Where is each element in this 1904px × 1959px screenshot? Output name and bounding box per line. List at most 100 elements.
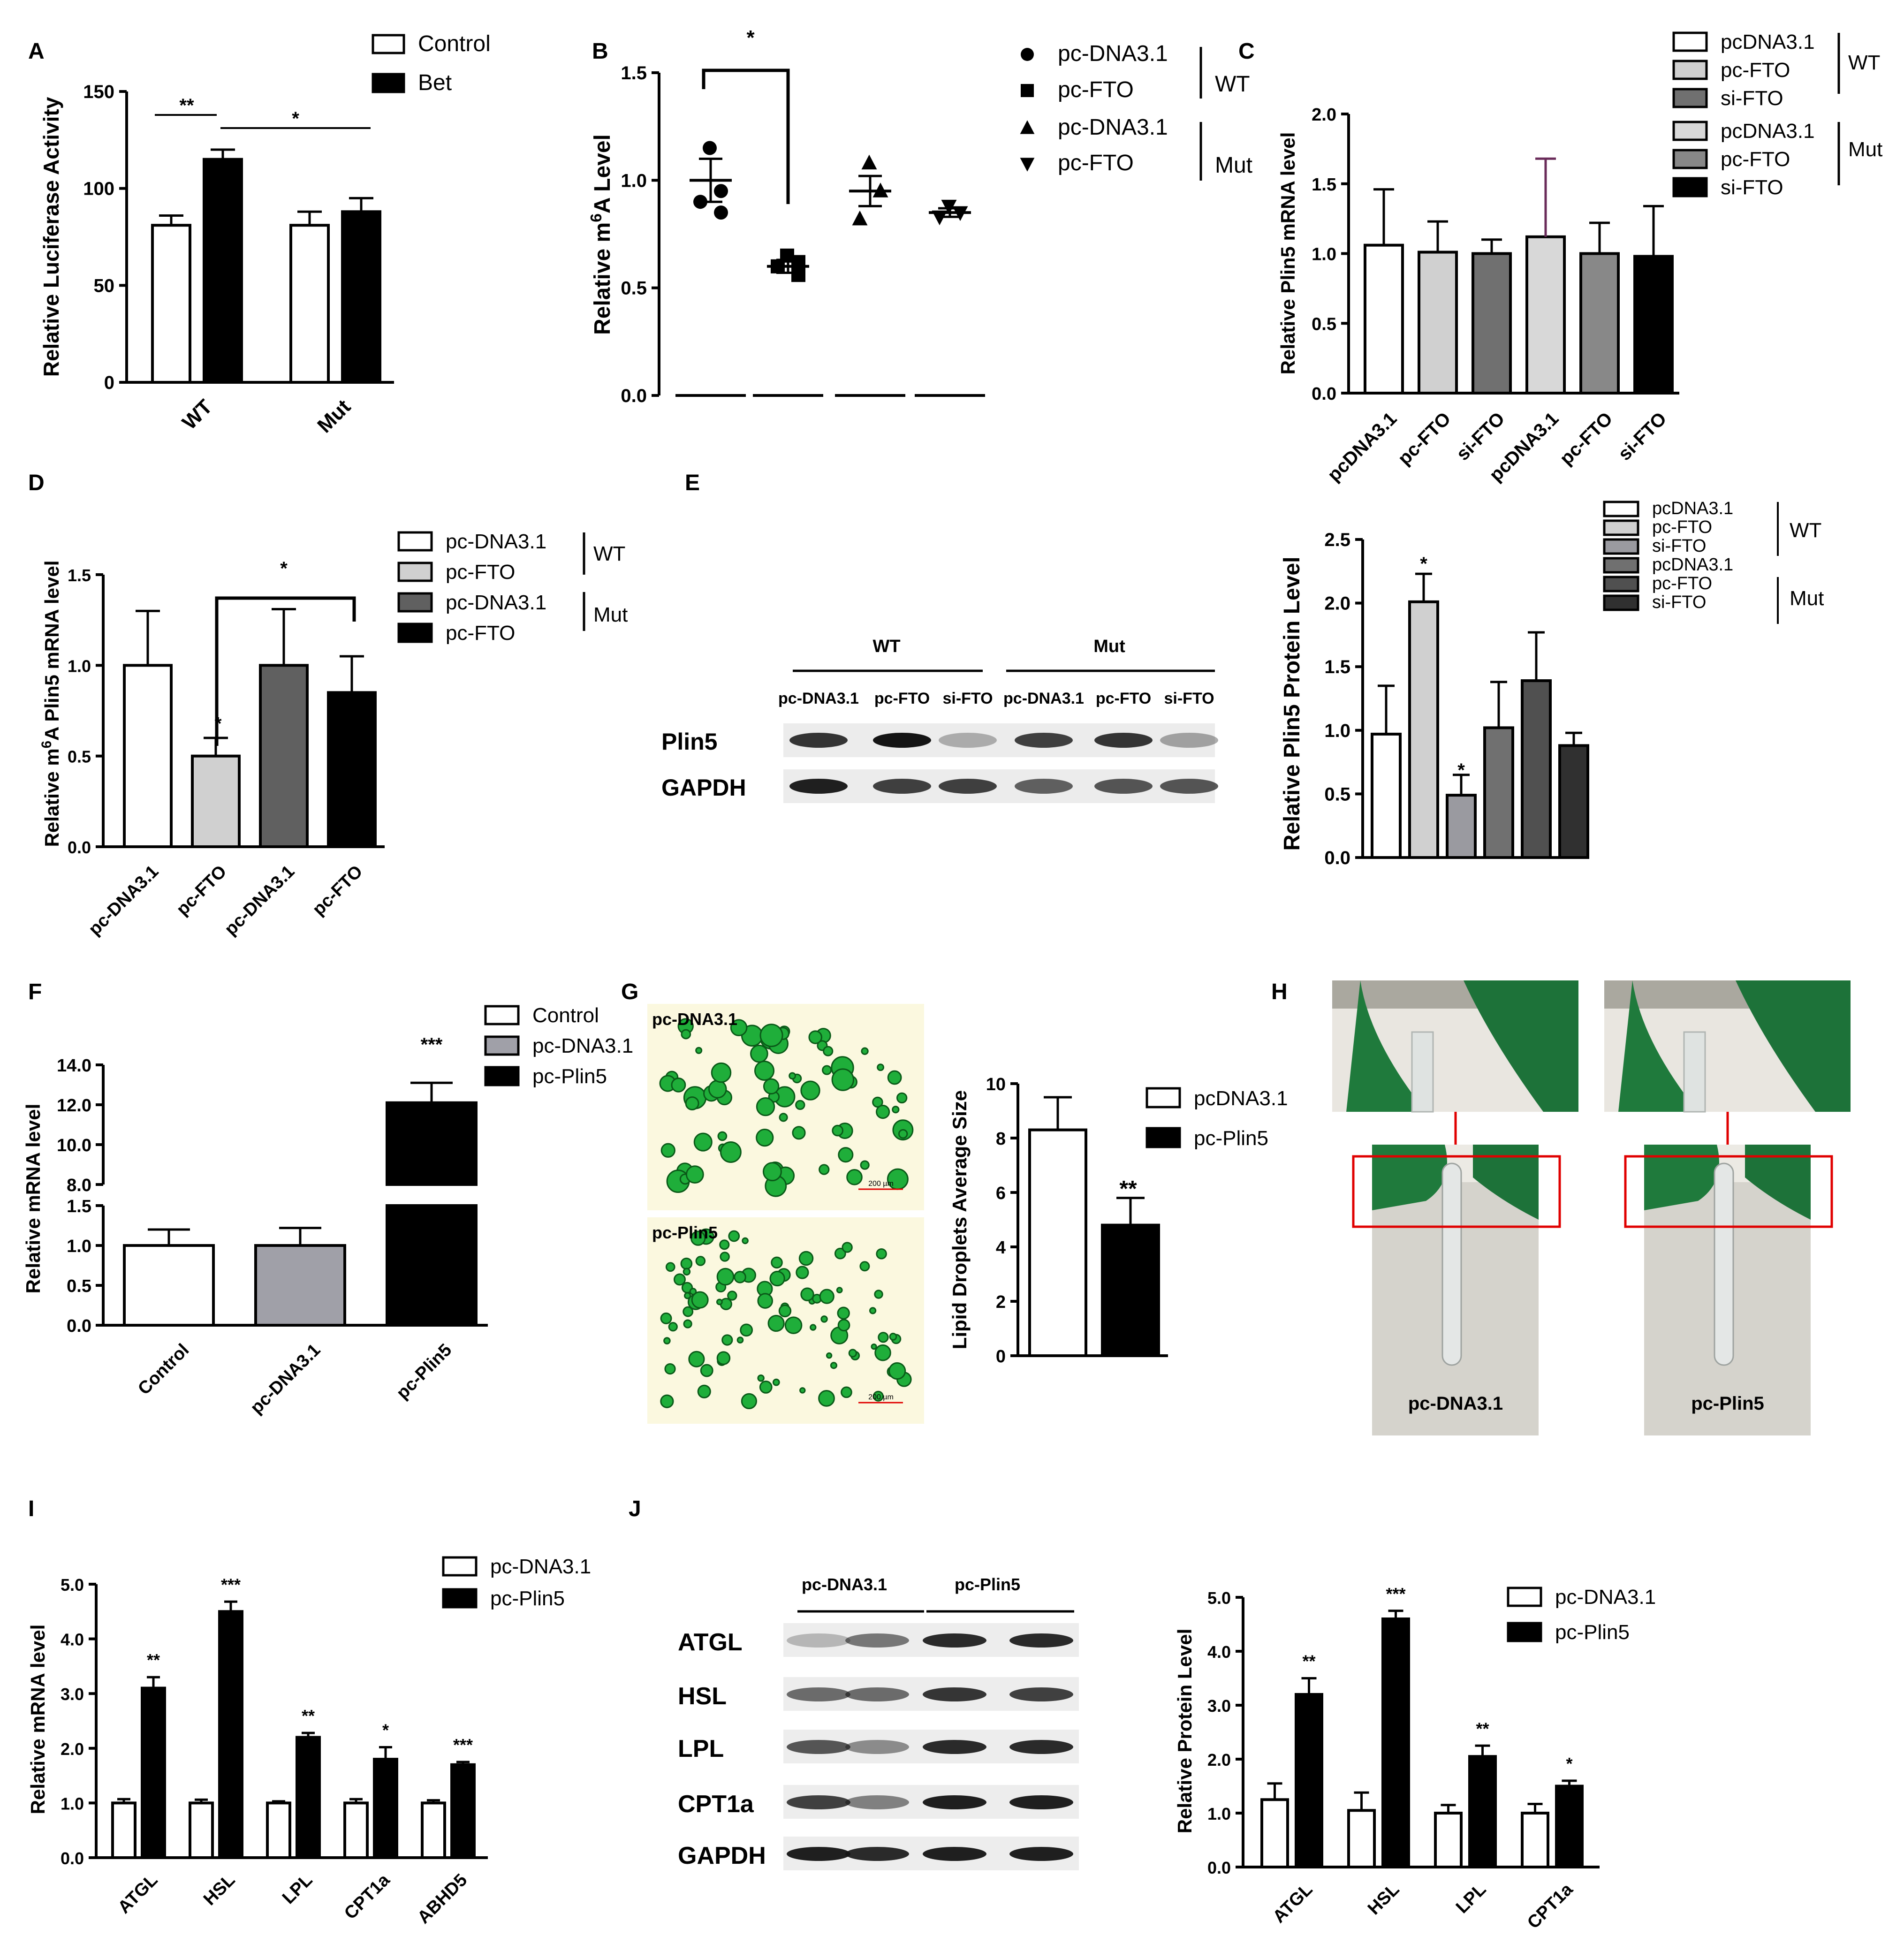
x-tick-label: pc-DNA3.1 xyxy=(221,862,299,940)
sig-label: *** xyxy=(453,1735,473,1754)
blot-band xyxy=(845,1847,909,1861)
lipid-droplet xyxy=(673,1273,686,1286)
x-tick-label: ATGL xyxy=(114,1870,162,1918)
sig-label: ** xyxy=(179,95,194,116)
blot-group-label: pc-DNA3.1 xyxy=(802,1575,887,1594)
panel-letter-h: H xyxy=(1271,980,1288,1004)
panel-letter-d: D xyxy=(28,471,45,495)
y-tick-label: 14.0 xyxy=(57,1056,91,1076)
chart-g: 0 2 4 6 8 10 Lipid Droplets Average Size ** pcDN… xyxy=(948,1075,1288,1367)
y-axis-label: Relative mRNA level xyxy=(27,1625,49,1815)
legend-swatch xyxy=(1507,1622,1542,1642)
point-circle xyxy=(714,205,728,220)
point-circle xyxy=(1021,48,1034,61)
chart-e: 0.0 0.5 1.0 1.5 2.0 2.5 Relative Plin5 Protein… xyxy=(1280,499,1824,868)
lipid-droplet xyxy=(756,1097,775,1116)
legend-swatch xyxy=(1145,1087,1181,1109)
blot-band xyxy=(1009,1687,1073,1701)
lipid-droplet xyxy=(819,1164,830,1175)
chart-c: 0.0 0.5 1.0 1.5 2.0 Relative Plin5 mRNA level… xyxy=(1277,30,1882,486)
legend-group-label: WT xyxy=(1215,72,1250,97)
blot-band xyxy=(873,779,931,794)
bar xyxy=(1028,1128,1087,1358)
y-tick-label: 0.0 xyxy=(67,1316,91,1336)
legend-swatch xyxy=(1603,538,1639,555)
blot-row-label: GAPDH xyxy=(661,774,746,801)
legend-label: pc-FTO xyxy=(1652,517,1712,537)
legend-label: pc-FTO xyxy=(446,561,515,584)
photos-h: pc-DNA3.1 pc-Plin5 xyxy=(1332,980,1851,1435)
lipid-droplet xyxy=(871,1343,877,1350)
lipid-droplet xyxy=(708,1079,727,1099)
lipid-droplet xyxy=(762,1162,782,1182)
photo-label: pc-Plin5 xyxy=(1691,1393,1764,1414)
lipid-droplet xyxy=(898,1129,908,1139)
bar xyxy=(1418,251,1458,395)
bar-bet xyxy=(203,158,243,384)
x-tick-label: pc-DNA3.1 xyxy=(247,1340,325,1418)
y-tick-label: 5.0 xyxy=(61,1575,84,1595)
bar xyxy=(123,664,173,849)
legend-swatch xyxy=(1672,149,1708,169)
legend-label: pc-Plin5 xyxy=(1555,1621,1630,1644)
lipid-droplet xyxy=(680,1257,693,1270)
blot-lane-label: pc-FTO xyxy=(1096,690,1151,707)
lipid-droplet xyxy=(754,1060,775,1081)
y-tick-label: 1.0 xyxy=(1207,1804,1231,1823)
y-tick-label: 2.0 xyxy=(1207,1750,1231,1769)
x-tick-label: pc-FTO xyxy=(309,862,366,919)
lipid-droplet xyxy=(869,1307,877,1314)
y-tick-label: 1.5 xyxy=(1324,657,1350,677)
blot-band xyxy=(1009,1740,1073,1754)
point-square xyxy=(771,259,785,273)
lipid-droplet xyxy=(690,1230,706,1246)
lipid-droplet xyxy=(711,1062,732,1083)
point-triangle-up xyxy=(872,182,888,197)
y-tick-label: 2.0 xyxy=(61,1739,84,1759)
legend-group-label: Mut xyxy=(1848,138,1882,161)
chart-d: 0.0 0.5 1.0 1.5 Relative m6A Plin5 mRNA leve… xyxy=(39,530,628,939)
point-triangle-down xyxy=(1020,158,1035,172)
lipid-droplet xyxy=(693,1132,713,1152)
lipid-droplet xyxy=(795,1100,805,1110)
legend-group-label: WT xyxy=(593,542,625,565)
blot-group-label: WT xyxy=(872,637,900,656)
sig-label: ** xyxy=(302,1706,315,1725)
scale-bar-label: 200 µm xyxy=(868,1393,894,1401)
legend-label: si-FTO xyxy=(1721,87,1783,110)
western-blot-j: pc-DNA3.1 pc-Plin5 ATGL HSL LPL CPT1a GAPDH xyxy=(678,1575,1079,1870)
y-axis-label: Relative m6A Level xyxy=(588,134,615,335)
microscopy-g: pc-DNA3.1 200 µm pc-Plin5 200 µm xyxy=(647,1004,924,1424)
legend-label: pc-DNA3.1 xyxy=(446,530,546,553)
x-tick-label: LPL xyxy=(279,1870,316,1908)
y-tick-label: 2.0 xyxy=(1312,105,1336,125)
y-tick-label: 8.0 xyxy=(67,1176,91,1195)
blot-band xyxy=(787,1633,850,1648)
lipid-droplet xyxy=(846,1169,863,1185)
bar xyxy=(123,1244,215,1327)
y-tick-label: 10.0 xyxy=(57,1136,91,1155)
lipid-droplet xyxy=(838,1147,854,1163)
lipid-droplet xyxy=(716,1298,723,1306)
y-tick-label: 0.0 xyxy=(68,838,91,857)
blot-row-label: GAPDH xyxy=(678,1842,766,1869)
lipid-droplet xyxy=(876,1248,887,1260)
sig-label: *** xyxy=(221,1575,241,1594)
legend-group-label: WT xyxy=(1848,51,1880,74)
legend-swatch xyxy=(1672,177,1708,197)
bar-pc-dna3.1 xyxy=(266,1801,291,1859)
lipid-droplet xyxy=(742,1237,749,1245)
bar-pc-plin5 xyxy=(450,1763,476,1860)
legend-label: pcDNA3.1 xyxy=(1721,120,1815,143)
lipid-droplet xyxy=(660,1394,674,1408)
photo-label: pc-DNA3.1 xyxy=(1408,1393,1503,1414)
lipid-droplet xyxy=(818,1390,835,1407)
lipid-droplet xyxy=(660,1312,672,1324)
bar xyxy=(1633,255,1674,395)
point-circle xyxy=(693,195,707,209)
lipid-droplet xyxy=(730,1019,748,1036)
bar-pc-dna3.1 xyxy=(421,1801,446,1859)
blot-group-label: Mut xyxy=(1093,637,1125,656)
blot-band xyxy=(1094,733,1153,748)
chart-f: 0.0 0.5 1.0 1.5 8.0 10.0 12.0 14.0 Relative mRNA… xyxy=(22,1004,633,1418)
